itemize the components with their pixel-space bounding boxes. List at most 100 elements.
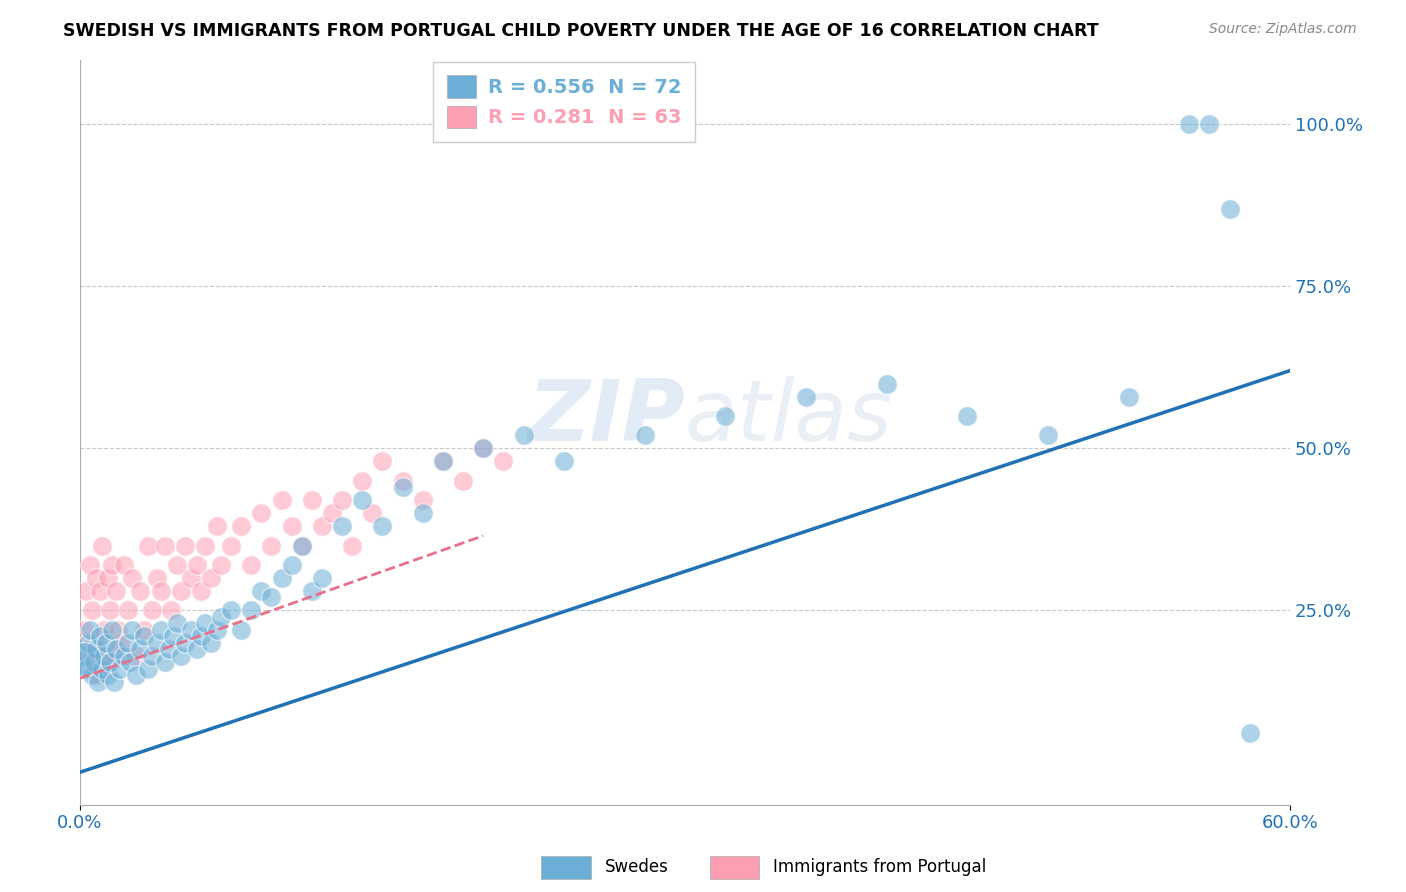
Point (219, 539, 242, 553)
Point (371, 454, 394, 468)
Point (180, 571, 202, 585)
Point (330, 519, 353, 533)
Point (209, 609, 232, 624)
Point (129, 583, 152, 598)
Point (84, 642, 107, 657)
Point (121, 571, 143, 585)
Point (73, 648, 96, 663)
Point (432, 454, 454, 468)
Point (260, 591, 283, 605)
Point (157, 642, 180, 657)
Point (1036, 428, 1059, 442)
Point (117, 636, 139, 650)
Point (240, 603, 263, 617)
Point (512, 428, 534, 442)
Point (412, 506, 434, 520)
Point (98, 655, 121, 669)
Point (352, 493, 374, 508)
Point (73, 623, 96, 637)
Point (794, 390, 817, 404)
Point (141, 648, 163, 663)
Point (280, 558, 302, 572)
Point (75, 583, 97, 598)
Point (200, 571, 222, 585)
Point (125, 668, 148, 682)
Point (270, 493, 292, 508)
Point (108, 636, 131, 650)
Point (159, 603, 181, 617)
Point (97, 668, 120, 682)
Point (361, 506, 384, 520)
Point (231, 519, 253, 533)
Point (1178, 117, 1201, 131)
Point (162, 629, 184, 643)
Point (75, 662, 97, 676)
Legend: R = 0.556  N = 72, R = 0.281  N = 63: R = 0.556 N = 72, R = 0.281 N = 63 (433, 62, 695, 142)
Point (301, 493, 323, 508)
Point (412, 493, 434, 508)
Point (956, 409, 979, 423)
Point (194, 539, 217, 553)
Point (170, 583, 193, 598)
Point (205, 519, 228, 533)
Point (93, 648, 115, 663)
Point (105, 583, 128, 598)
Point (80, 668, 103, 682)
Point (83, 655, 105, 669)
Point (121, 623, 143, 637)
Point (205, 623, 228, 637)
Text: ZIP: ZIP (527, 376, 685, 458)
Point (553, 454, 575, 468)
Point (103, 648, 125, 663)
Point (876, 376, 898, 391)
Point (77, 648, 100, 663)
Point (451, 474, 474, 488)
Point (149, 623, 172, 637)
Point (87, 674, 110, 689)
Point (190, 629, 212, 643)
Point (79, 558, 101, 572)
Point (492, 454, 515, 468)
Point (352, 474, 374, 488)
Point (79, 623, 101, 637)
Point (153, 539, 176, 553)
Point (280, 519, 302, 533)
Point (186, 558, 208, 572)
Point (112, 648, 135, 663)
Point (260, 539, 283, 553)
Point (231, 623, 253, 637)
Point (391, 474, 413, 488)
Point (134, 629, 156, 643)
Point (91, 662, 114, 676)
Point (107, 623, 129, 637)
Point (93, 623, 115, 637)
Text: SWEDISH VS IMMIGRANTS FROM PORTUGAL CHILD POVERTY UNDER THE AGE OF 16 CORRELATIO: SWEDISH VS IMMIGRANTS FROM PORTUGAL CHIL… (63, 22, 1099, 40)
Point (432, 454, 454, 468)
Text: Source: ZipAtlas.com: Source: ZipAtlas.com (1209, 22, 1357, 37)
Point (714, 409, 737, 423)
Point (173, 539, 195, 553)
Point (186, 642, 208, 657)
Point (112, 558, 135, 572)
Point (250, 506, 273, 520)
Point (301, 583, 323, 598)
Point (145, 636, 167, 650)
Point (633, 428, 655, 442)
Point (89, 583, 111, 598)
Point (472, 442, 495, 456)
Point (138, 539, 160, 553)
Point (89, 629, 111, 643)
Point (105, 642, 128, 657)
Point (117, 603, 139, 617)
Point (340, 539, 363, 553)
Point (291, 539, 314, 553)
Point (120, 655, 142, 669)
Point (80, 603, 103, 617)
Point (1239, 726, 1261, 740)
Point (200, 636, 222, 650)
Point (190, 583, 212, 598)
Point (83, 636, 105, 650)
Point (108, 662, 131, 676)
Point (101, 623, 124, 637)
Point (134, 623, 156, 637)
